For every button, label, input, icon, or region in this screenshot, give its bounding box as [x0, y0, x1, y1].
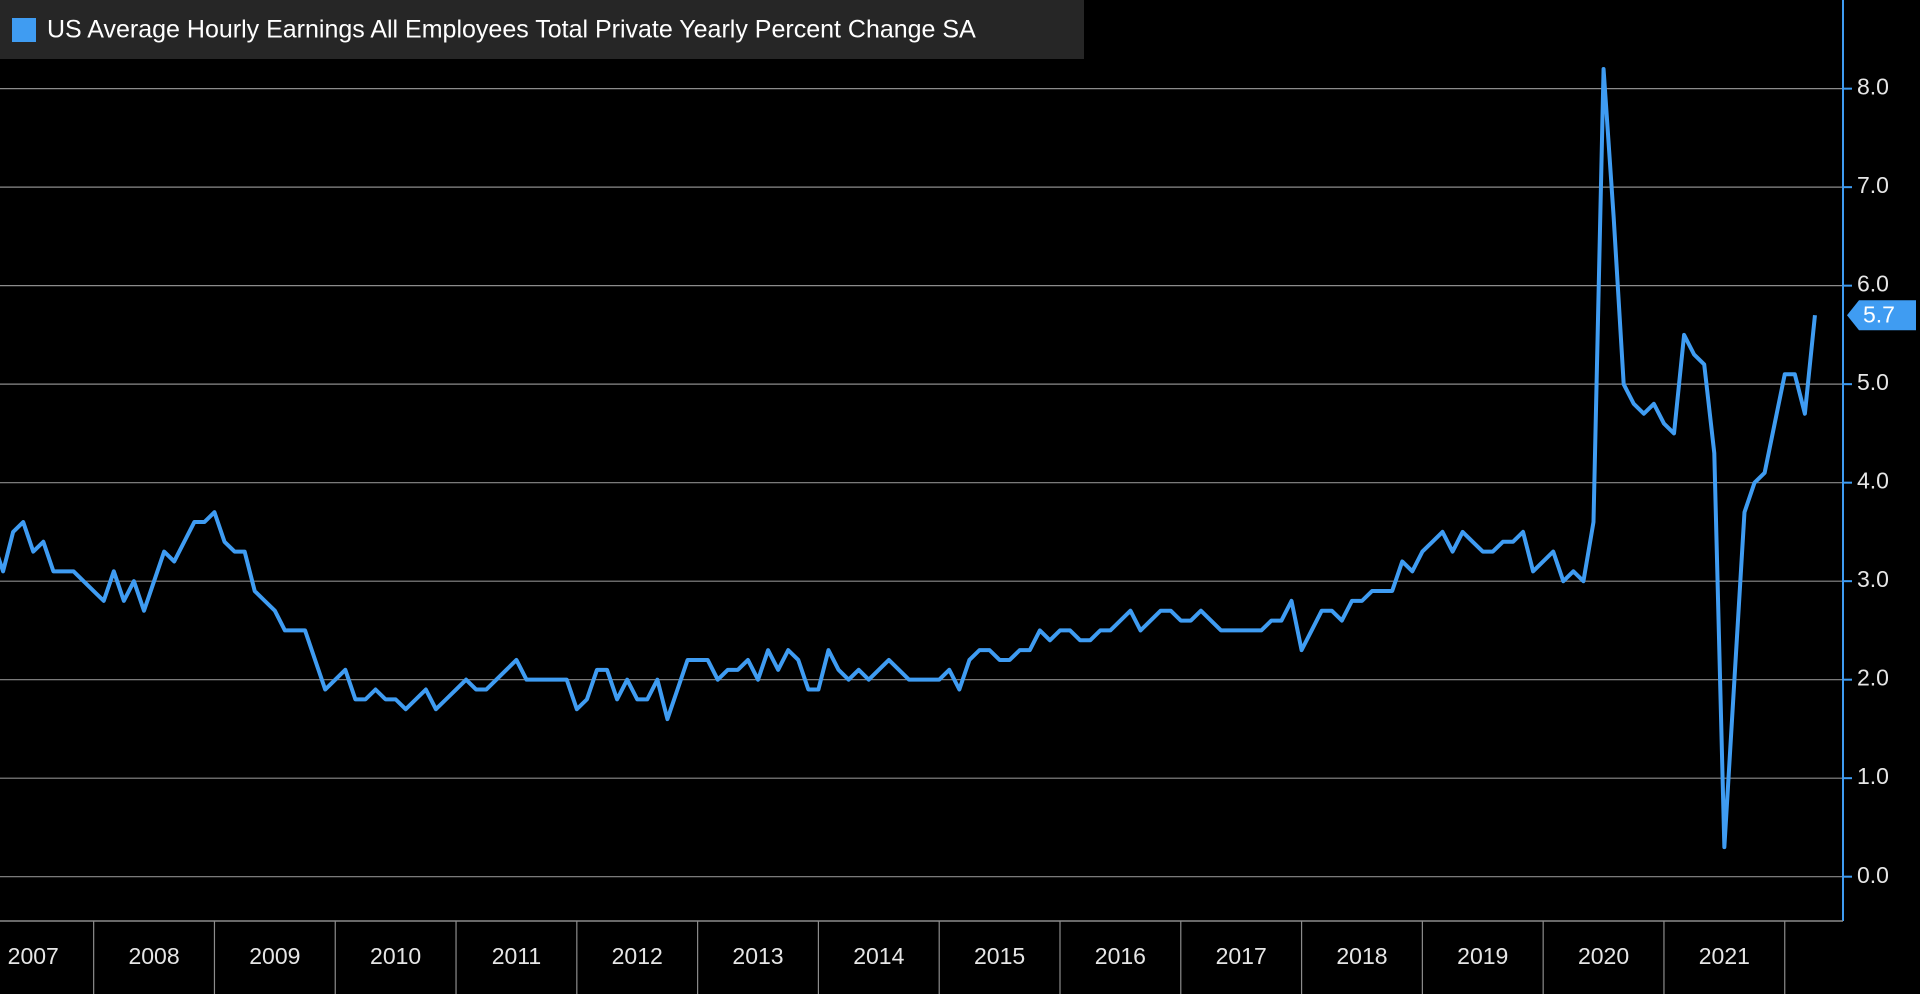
data-line	[0, 66, 1817, 850]
legend-swatch	[12, 18, 36, 42]
y-tick-label: 6.0	[1857, 271, 1889, 297]
last-value-tag	[1847, 300, 1916, 331]
x-tick-label: 2010	[370, 943, 421, 969]
x-tick-label: 2012	[612, 943, 663, 969]
y-tick-label: 4.0	[1857, 468, 1889, 494]
y-tick-label: 2.0	[1857, 665, 1889, 691]
y-tick-label: 3.0	[1857, 566, 1889, 592]
y-tick-label: 8.0	[1857, 74, 1889, 100]
x-tick-label: 2017	[1216, 943, 1267, 969]
x-tick-label: 2014	[853, 943, 904, 969]
x-tick-label: 2020	[1578, 943, 1629, 969]
x-tick-label: 2016	[1095, 943, 1146, 969]
y-tick-label: 1.0	[1857, 763, 1889, 789]
x-tick-label: 2018	[1336, 943, 1387, 969]
x-tick-label: 2011	[492, 943, 541, 969]
x-tick-label: 2021	[1699, 943, 1750, 969]
y-tick-label: 5.0	[1857, 369, 1889, 395]
y-tick-label: 7.0	[1857, 172, 1889, 198]
legend-text: US Average Hourly Earnings All Employees…	[47, 16, 976, 44]
x-tick-label: 2009	[249, 943, 300, 969]
x-tick-label: 2015	[974, 943, 1025, 969]
y-tick-label: 0.0	[1857, 862, 1889, 888]
x-tick-label: 2013	[732, 943, 783, 969]
x-tick-label: 2007	[8, 943, 59, 969]
legend-box	[0, 0, 1084, 59]
x-tick-label: 2019	[1457, 943, 1508, 969]
x-tick-label: 2008	[128, 943, 179, 969]
last-value-label: 5.7	[1863, 301, 1895, 327]
